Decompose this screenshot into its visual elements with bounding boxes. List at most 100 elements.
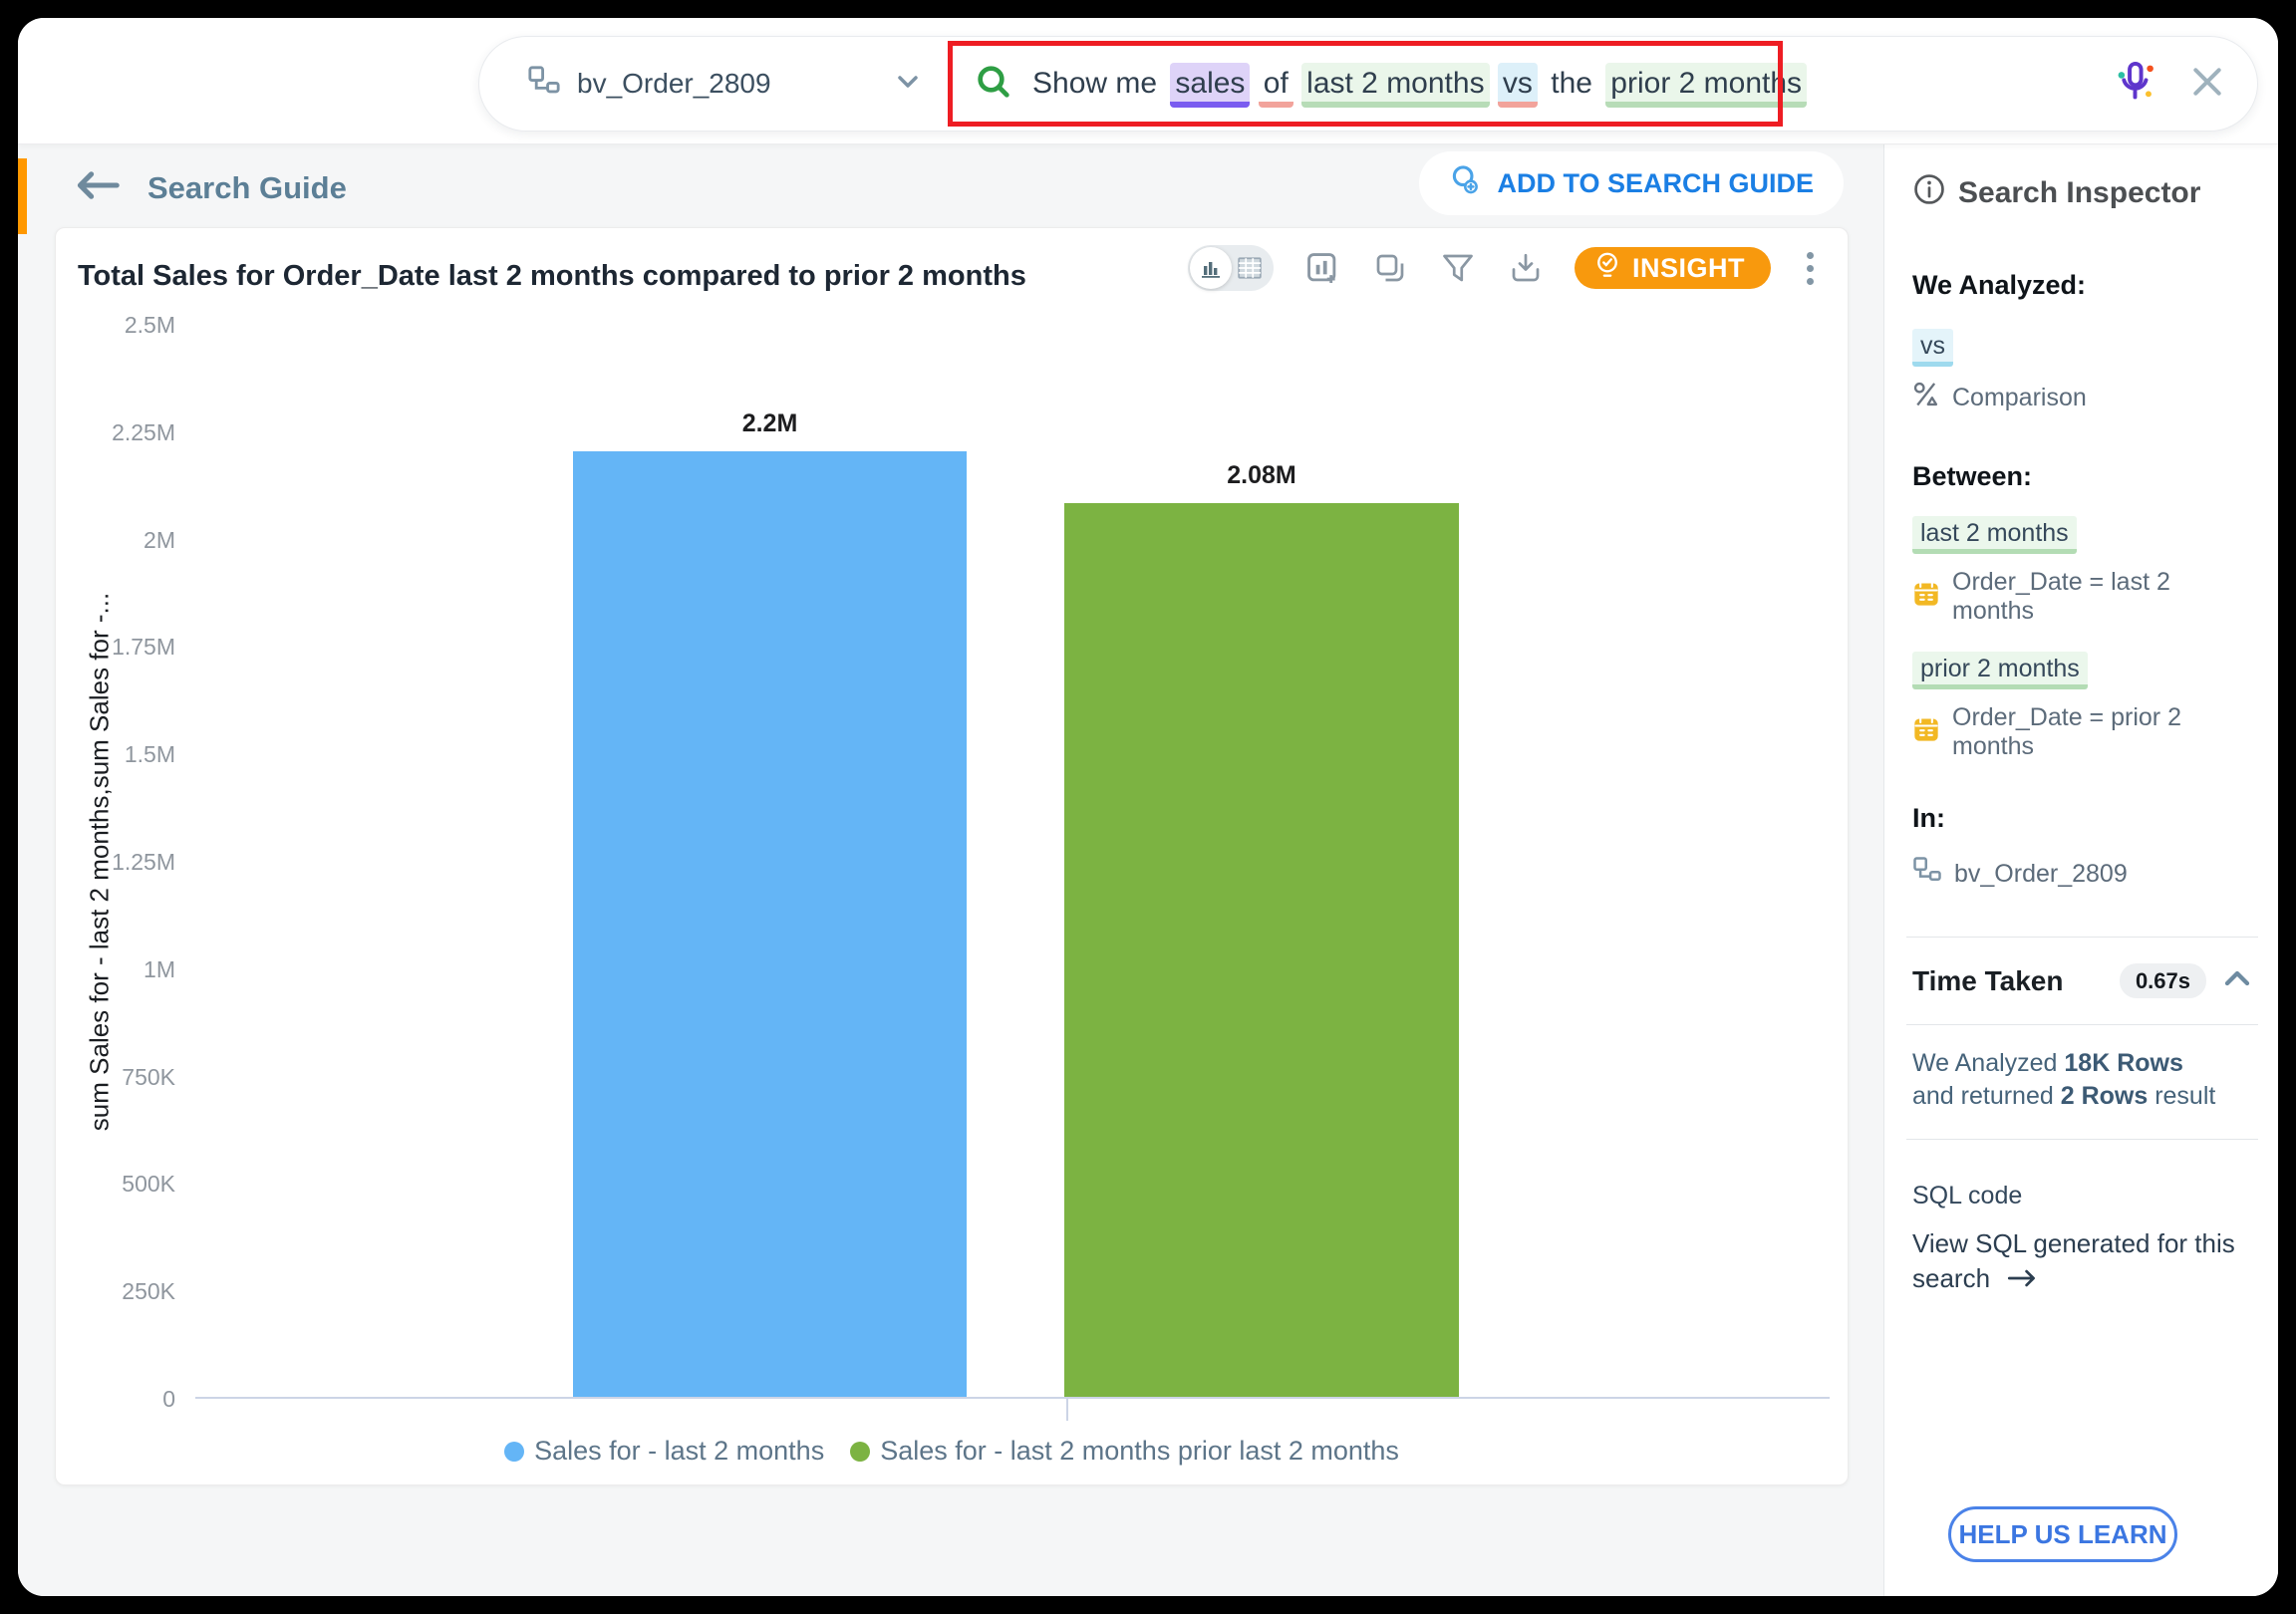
last-2-months-chip[interactable]: last 2 months <box>1912 516 2077 554</box>
dataset-icon <box>1912 856 1942 893</box>
query-token <box>1490 67 1498 100</box>
duplicate-icon <box>1376 254 1404 282</box>
back-button[interactable]: Search Guide <box>74 168 347 207</box>
chart-toolbar: INSIGHT <box>1187 244 1820 292</box>
between-heading: Between: <box>1912 461 2033 491</box>
search-plus-icon <box>1449 163 1483 204</box>
query-token-connector: of <box>1258 63 1293 108</box>
page-title: Search Guide <box>147 169 347 205</box>
y-tick-label: 1M <box>144 955 175 982</box>
guide-bar: Search Guide ADD TO SEARCH GUIDE <box>18 144 1883 226</box>
time-taken-row: Time Taken 0.67s <box>1912 963 2252 998</box>
add-chart-button[interactable] <box>1303 249 1341 287</box>
main-column: Search Guide ADD TO SEARCH GUIDE <box>18 144 1883 1596</box>
legend-label: Sales for - last 2 months prior last 2 m… <box>880 1436 1399 1466</box>
close-icon[interactable] <box>2187 62 2227 107</box>
help-us-learn-button[interactable]: HELP US LEARN <box>1948 1506 2177 1562</box>
back-arrow-icon <box>74 168 122 207</box>
legend-dot-green <box>850 1441 871 1462</box>
download-button[interactable] <box>1507 249 1545 287</box>
y-tick-label: 500K <box>122 1171 175 1198</box>
bar-chart-icon <box>1201 262 1220 278</box>
bar-value-label: 2.08M <box>1227 461 1296 490</box>
query-token-measure: sales <box>1170 63 1251 108</box>
dataset-icon <box>527 65 561 104</box>
insight-button[interactable]: INSIGHT <box>1574 247 1771 289</box>
comparison-icon <box>1912 381 1940 415</box>
x-axis-tick <box>1066 1399 1068 1421</box>
legend-item[interactable]: Sales for - last 2 months prior last 2 m… <box>850 1436 1399 1467</box>
query-token <box>1293 67 1301 100</box>
query-token-date: prior 2 months <box>1605 63 1808 108</box>
prior-2-months-chip[interactable]: prior 2 months <box>1912 652 2088 689</box>
condition-last: Order_Date = last 2 months <box>1952 568 2170 625</box>
arrow-right-icon <box>2007 1263 2037 1298</box>
inspector-title: Search Inspector <box>1958 176 2201 209</box>
comparison-label: Comparison <box>1952 384 2087 411</box>
query-token <box>1250 67 1258 100</box>
accent-strip <box>18 158 27 234</box>
add-chart-icon <box>1307 253 1336 284</box>
app-window: bv_Order_2809 Show me sales of last 2 mo… <box>18 18 2278 1596</box>
search-icon <box>974 62 1013 107</box>
y-tick-label: 2.25M <box>112 418 175 445</box>
y-tick-label: 1.5M <box>124 741 175 768</box>
duplicate-button[interactable] <box>1371 249 1409 287</box>
vs-token-chip[interactable]: vs <box>1912 329 1953 367</box>
calendar-icon <box>1912 715 1940 750</box>
dataset-name: bv_Order_2809 <box>577 68 771 99</box>
we-analyzed-heading: We Analyzed: <box>1912 270 2087 300</box>
add-to-search-guide-button[interactable]: ADD TO SEARCH GUIDE <box>1419 151 1844 215</box>
legend-dot-blue <box>504 1441 525 1462</box>
chevron-up-icon[interactable] <box>2222 967 2252 994</box>
inspector-header: Search Inspector <box>1912 172 2252 214</box>
y-tick-label: 1.25M <box>112 849 175 875</box>
filter-button[interactable] <box>1439 249 1477 287</box>
time-taken-label: Time Taken <box>1912 964 2064 996</box>
y-axis-tick-labels: 0 250K 500K 750K 1M 1.25M 1.5M 1.75M 2M 2.25M 2.5M <box>76 312 175 1412</box>
y-tick-label: 750K <box>122 1063 175 1090</box>
insight-bulb-icon <box>1592 250 1622 287</box>
search-query-text: Show me sales of last 2 months vs the pr… <box>1027 63 1808 108</box>
sql-code-label: SQL code <box>1912 1182 2023 1210</box>
add-to-search-guide-label: ADD TO SEARCH GUIDE <box>1497 167 1814 198</box>
y-tick-label: 1.75M <box>112 634 175 661</box>
condition-prior: Order_Date = prior 2 months <box>1952 703 2181 760</box>
calendar-icon <box>1912 580 1940 615</box>
search-pill: bv_Order_2809 Show me sales of last 2 mo… <box>478 36 2258 132</box>
legend-label: Sales for - last 2 months <box>534 1436 825 1466</box>
y-tick-label: 2M <box>144 526 175 553</box>
insight-label: INSIGHT <box>1631 252 1745 283</box>
chart-bar[interactable]: 2.08M <box>1064 461 1459 1397</box>
y-tick-label: 250K <box>122 1278 175 1305</box>
view-sql-link[interactable]: View SQL generated for this search <box>1912 1226 2252 1297</box>
chevron-down-icon[interactable] <box>892 66 924 103</box>
search-input[interactable]: Show me sales of last 2 months vs the pr… <box>948 36 1808 132</box>
content-area: Search Guide ADD TO SEARCH GUIDE <box>18 144 2278 1596</box>
more-options-button[interactable] <box>1801 248 1820 289</box>
table-icon <box>1238 257 1262 279</box>
download-icon <box>1512 253 1540 282</box>
y-tick-label: 2.5M <box>124 312 175 338</box>
query-token: Show me <box>1032 67 1166 100</box>
legend-item[interactable]: Sales for - last 2 months <box>504 1436 824 1467</box>
inspector-dataset-name: bv_Order_2809 <box>1954 860 2128 888</box>
query-token-date: last 2 months <box>1301 63 1490 108</box>
chart-bar[interactable]: 2.2M <box>573 409 967 1397</box>
table-view-option[interactable] <box>1237 256 1263 285</box>
result-card: Total Sales for Order_Date last 2 months… <box>55 227 1849 1485</box>
help-us-learn-label: HELP US LEARN <box>1958 1518 2167 1549</box>
chart-legend: Sales for - last 2 months Sales for - la… <box>56 1436 1848 1467</box>
query-token: the <box>1542 67 1601 100</box>
dataset-selector[interactable]: bv_Order_2809 <box>479 65 948 104</box>
rows-analyzed-text: We Analyzed 18K Rows and returned 2 Rows… <box>1912 1049 2216 1110</box>
search-inspector-panel: Search Inspector We Analyzed: vs Compari… <box>1883 144 2278 1596</box>
time-taken-value: 0.67s <box>2119 963 2206 998</box>
chart-view-option[interactable] <box>1189 247 1232 289</box>
filter-icon <box>1443 254 1473 282</box>
info-icon <box>1912 172 1946 214</box>
chart-table-toggle[interactable] <box>1187 245 1274 291</box>
microphone-icon[interactable] <box>2112 59 2157 110</box>
y-tick-label: 0 <box>162 1386 175 1412</box>
bar-value-label: 2.2M <box>741 409 798 438</box>
